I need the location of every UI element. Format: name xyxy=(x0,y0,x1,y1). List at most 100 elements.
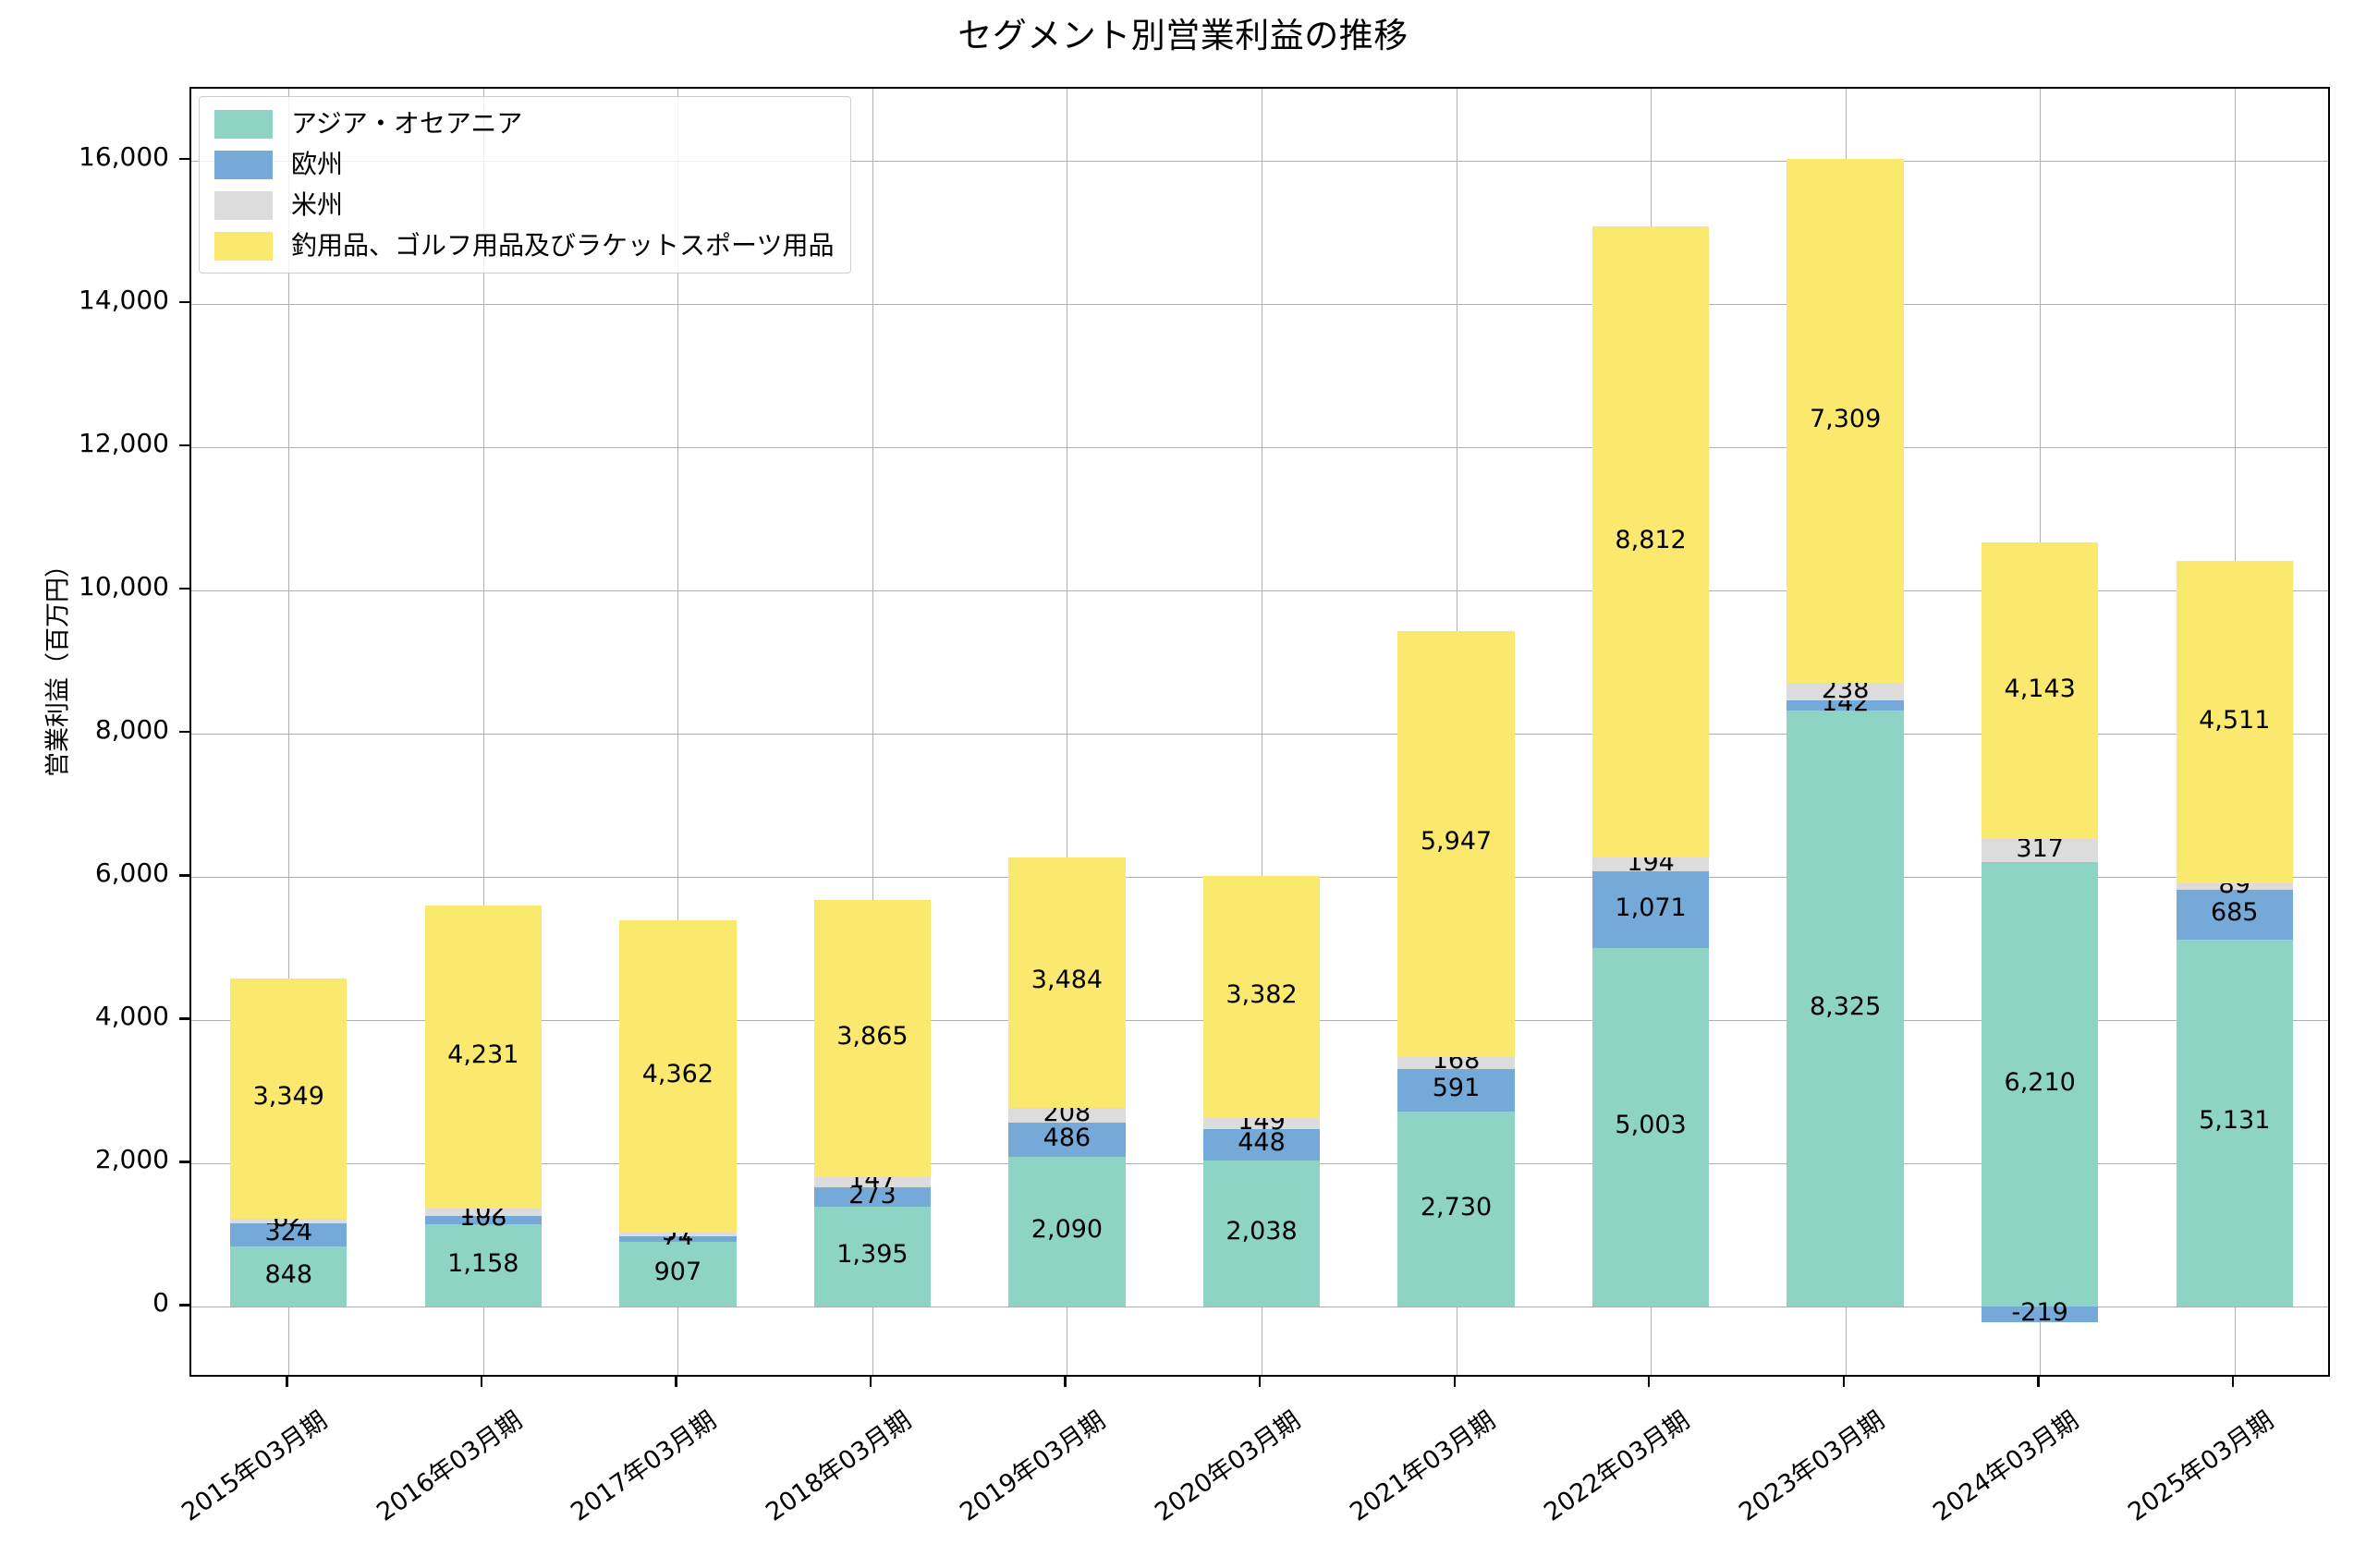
x-axis-tick-mark xyxy=(286,1377,288,1387)
y-axis-tick-mark xyxy=(179,587,189,590)
y-axis-tick-mark xyxy=(179,444,189,447)
x-axis-tick-mark xyxy=(675,1377,677,1387)
y-axis-tick-mark xyxy=(179,157,189,160)
bar-segment[interactable] xyxy=(2176,560,2293,884)
bar-segment[interactable] xyxy=(1202,1128,1321,1161)
bar-segment[interactable] xyxy=(1397,1111,1515,1307)
y-axis-tick-label: 4,000 xyxy=(94,1001,169,1032)
bar-segment[interactable] xyxy=(230,978,348,1219)
bar-segment[interactable] xyxy=(1982,839,2099,862)
plot-area: 848324623,3491,1581081024,23190774574,36… xyxy=(189,87,2330,1377)
x-axis-tick-mark xyxy=(480,1377,483,1387)
legend-item[interactable]: 釣用品、ゴルフ用品及びラケットスポーツ用品 xyxy=(214,231,834,261)
bar-segment[interactable] xyxy=(1202,1118,1321,1129)
bar-segment[interactable] xyxy=(619,919,737,1233)
bar-segment[interactable] xyxy=(230,1218,348,1223)
page-title: セグメント別営業利益の推移 xyxy=(957,16,1409,55)
gridline-horizontal xyxy=(191,590,2328,591)
gridline-vertical xyxy=(482,89,484,1375)
y-axis-tick-label: 16,000 xyxy=(79,140,169,172)
gridline-horizontal xyxy=(191,446,2328,448)
y-axis-tick-label: 12,000 xyxy=(79,427,169,458)
bar-segment[interactable] xyxy=(1008,857,1126,1108)
legend-item-label: 欧州 xyxy=(291,149,344,179)
bar-segment[interactable] xyxy=(1202,1161,1321,1307)
bar-segment[interactable] xyxy=(1397,1056,1515,1069)
bar-segment[interactable] xyxy=(424,1223,542,1307)
y-axis-tick-label: 14,000 xyxy=(79,284,169,315)
bar-segment[interactable] xyxy=(1982,861,2099,1307)
bar-segment[interactable] xyxy=(230,1222,348,1246)
bar-segment[interactable] xyxy=(1787,699,1904,711)
y-axis-tick-label: 2,000 xyxy=(94,1144,169,1175)
bar-segment[interactable] xyxy=(1397,1068,1515,1112)
bar-segment[interactable] xyxy=(1787,683,1904,700)
x-axis-tick-mark xyxy=(1064,1377,1067,1387)
x-axis-tick-label: 2023年03月期 xyxy=(1733,1405,1890,1527)
bar-segment[interactable] xyxy=(619,1232,737,1237)
bar-segment[interactable] xyxy=(1008,1157,1126,1307)
x-axis-tick-label: 2015年03月期 xyxy=(177,1405,334,1527)
x-axis-tick-label: 2024年03月期 xyxy=(1928,1405,2084,1527)
x-axis-tick-label: 2021年03月期 xyxy=(1344,1405,1501,1527)
legend-item-label: 釣用品、ゴルフ用品及びラケットスポーツ用品 xyxy=(291,230,835,261)
x-axis-tick-label: 2022年03月期 xyxy=(1539,1405,1695,1527)
bar-segment[interactable] xyxy=(2176,883,2293,891)
bar-segment[interactable] xyxy=(1982,1307,2099,1323)
legend-swatch-icon xyxy=(214,231,273,261)
bar-segment[interactable] xyxy=(1008,1107,1126,1123)
y-axis-tick-label: 0 xyxy=(152,1287,169,1319)
plot-inner: 848324623,3491,1581081024,23190774574,36… xyxy=(191,89,2328,1375)
bar-segment[interactable] xyxy=(424,1209,542,1217)
legend-item[interactable]: 米州 xyxy=(214,190,834,220)
gridline-vertical xyxy=(872,89,873,1375)
bar-segment[interactable] xyxy=(813,1207,932,1307)
bar-segment[interactable] xyxy=(813,899,932,1177)
bar-segment[interactable] xyxy=(1592,948,1710,1307)
bar-segment[interactable] xyxy=(619,1236,737,1243)
bar-segment[interactable] xyxy=(619,1242,737,1307)
bar-segment[interactable] xyxy=(1592,225,1710,858)
bar-segment[interactable] xyxy=(1592,871,1710,949)
bar-segment[interactable] xyxy=(1397,630,1515,1057)
bar-segment[interactable] xyxy=(2176,890,2293,940)
gridline-horizontal xyxy=(191,303,2328,305)
x-axis-tick-mark xyxy=(1842,1377,1846,1387)
bar-segment[interactable] xyxy=(424,906,542,1209)
x-axis-tick-mark xyxy=(1259,1377,1262,1387)
y-axis-label: 営業利益（百万円） xyxy=(43,553,73,777)
y-axis-tick-label: 8,000 xyxy=(94,714,169,745)
y-axis-tick-mark xyxy=(179,1017,189,1020)
bar-segment[interactable] xyxy=(230,1246,348,1307)
legend-item[interactable]: 欧州 xyxy=(214,150,834,179)
y-axis-tick-label: 10,000 xyxy=(79,570,169,602)
y-axis-tick-mark xyxy=(179,874,189,877)
gridline-vertical xyxy=(288,89,290,1375)
bar-segment[interactable] xyxy=(1592,857,1710,872)
x-axis-tick-label: 2016年03月期 xyxy=(372,1405,528,1527)
legend-item[interactable]: アジア・オセアニア xyxy=(214,109,834,139)
bar-segment[interactable] xyxy=(813,1187,932,1208)
bar-segment[interactable] xyxy=(1008,1122,1126,1158)
y-axis-tick-mark xyxy=(179,300,189,304)
x-axis-tick-label: 2018年03月期 xyxy=(761,1405,917,1527)
x-axis-tick-mark xyxy=(1453,1377,1456,1387)
x-axis-tick-label: 2025年03月期 xyxy=(2122,1405,2279,1527)
y-axis-tick-mark xyxy=(179,1304,189,1307)
y-axis-tick-label: 6,000 xyxy=(94,857,169,889)
x-axis-tick-mark xyxy=(1648,1377,1651,1387)
bar-segment[interactable] xyxy=(424,1216,542,1224)
x-axis-tick-mark xyxy=(869,1377,872,1387)
bar-segment[interactable] xyxy=(1982,541,2099,840)
bar-segment[interactable] xyxy=(1202,875,1321,1119)
x-axis-tick-label: 2020年03月期 xyxy=(1150,1405,1306,1527)
legend-swatch-icon xyxy=(214,190,273,220)
bar-segment[interactable] xyxy=(2176,939,2293,1307)
bar-segment[interactable] xyxy=(813,1176,932,1188)
x-axis-tick-label: 2019年03月期 xyxy=(955,1405,1112,1527)
bar-segment[interactable] xyxy=(1787,710,1904,1307)
bar-segment[interactable] xyxy=(1787,159,1904,684)
legend-swatch-icon xyxy=(214,109,273,139)
legend-swatch-icon xyxy=(214,150,273,179)
